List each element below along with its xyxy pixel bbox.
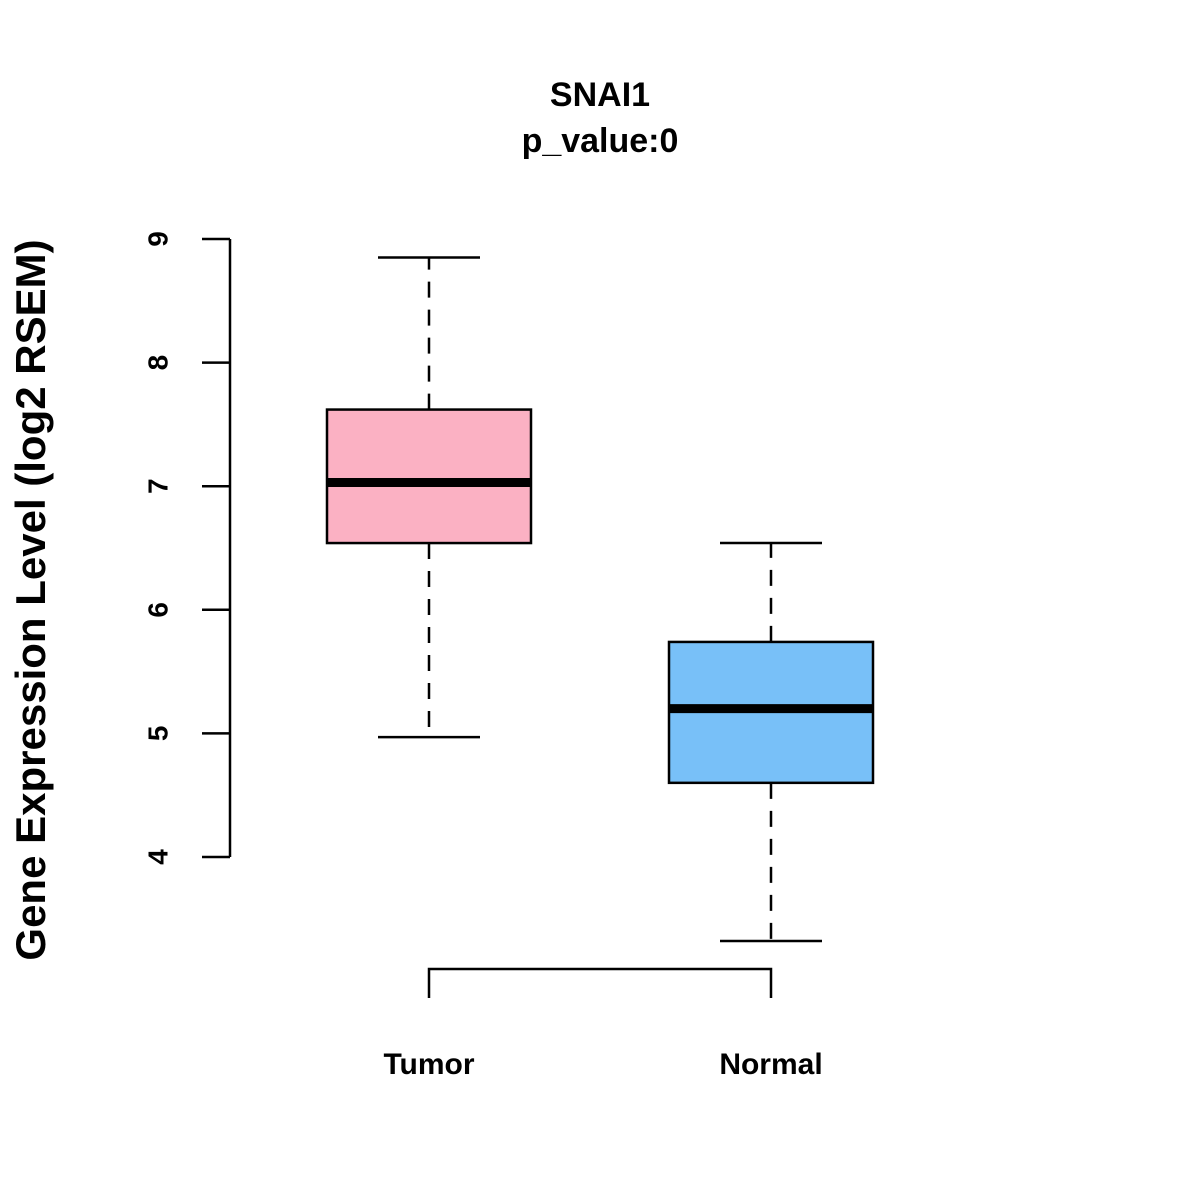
chart-title: SNAI1 bbox=[550, 76, 650, 114]
y-axis: 4 5 6 7 8 9 bbox=[142, 231, 232, 865]
y-tick-label: 8 bbox=[142, 355, 173, 371]
category-label-tumor: Tumor bbox=[383, 1048, 474, 1081]
y-tick-label: 4 bbox=[142, 849, 173, 865]
y-tick-label: 6 bbox=[142, 602, 173, 618]
y-tick-label: 7 bbox=[142, 478, 173, 494]
category-label-normal: Normal bbox=[719, 1048, 822, 1081]
box-normal bbox=[667, 541, 875, 943]
comparison-bracket bbox=[427, 967, 773, 998]
y-tick-label: 9 bbox=[142, 231, 173, 247]
chart-subtitle: p_value:0 bbox=[522, 122, 679, 160]
y-tick-label: 5 bbox=[142, 726, 173, 742]
box-tumor bbox=[325, 256, 533, 739]
category-labels: Tumor Normal bbox=[383, 1048, 822, 1081]
boxes bbox=[325, 256, 875, 943]
y-axis-label: Gene Expression Level (log2 RSEM) bbox=[7, 239, 54, 960]
interquartile-box bbox=[325, 408, 533, 545]
comparison-bracket-group bbox=[427, 967, 773, 998]
